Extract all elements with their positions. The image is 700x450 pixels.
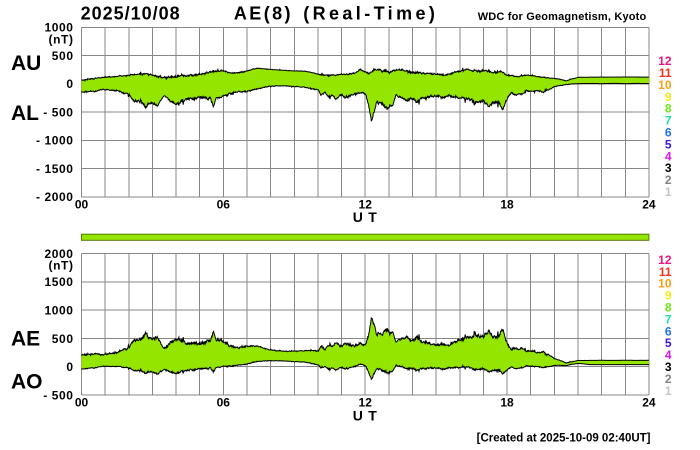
svg-text:(nT): (nT) (49, 259, 74, 273)
svg-text:3: 3 (665, 161, 672, 175)
svg-text:1: 1 (665, 185, 672, 199)
svg-text:AO: AO (11, 371, 43, 394)
svg-text:7: 7 (665, 312, 672, 326)
svg-text:AU: AU (11, 52, 41, 75)
svg-text:AE: AE (11, 327, 40, 350)
svg-text:11: 11 (659, 265, 672, 279)
svg-text:8: 8 (665, 301, 672, 315)
svg-text:00: 00 (75, 395, 89, 409)
svg-text:1000: 1000 (44, 304, 73, 318)
svg-text:(nT): (nT) (49, 32, 74, 46)
svg-text:2000: 2000 (44, 247, 73, 261)
svg-text:11: 11 (659, 66, 672, 80)
svg-text:AL: AL (11, 102, 39, 125)
svg-text:(Real-Time): (Real-Time) (303, 3, 438, 23)
svg-text:- 1500: - 1500 (36, 162, 74, 176)
svg-text:06: 06 (217, 395, 231, 409)
svg-text:10: 10 (658, 78, 672, 92)
svg-text:06: 06 (217, 197, 231, 211)
svg-text:6: 6 (665, 126, 672, 140)
svg-text:6: 6 (665, 324, 672, 338)
svg-text:2: 2 (665, 173, 672, 187)
svg-text:- 2000: - 2000 (36, 190, 74, 204)
svg-text:- 500: - 500 (43, 388, 73, 402)
svg-text:AE(8): AE(8) (234, 3, 293, 23)
svg-text:1000: 1000 (44, 21, 73, 35)
svg-text:12: 12 (359, 197, 373, 211)
svg-text:9: 9 (665, 289, 672, 303)
svg-text:9: 9 (665, 90, 672, 104)
svg-text:U T: U T (353, 408, 378, 424)
svg-text:12: 12 (359, 395, 373, 409)
svg-text:12: 12 (658, 54, 672, 68)
svg-text:0: 0 (66, 77, 73, 91)
svg-text:4: 4 (665, 348, 672, 362)
svg-text:7: 7 (665, 114, 672, 128)
svg-text:4: 4 (665, 149, 672, 163)
svg-text:500: 500 (52, 332, 74, 346)
svg-text:- 1000: - 1000 (36, 134, 74, 148)
svg-text:5: 5 (665, 336, 672, 350)
svg-text:8: 8 (665, 102, 672, 116)
svg-text:- 500: - 500 (43, 105, 73, 119)
svg-text:1: 1 (665, 384, 672, 398)
svg-text:WDC for Geomagnetism, Kyoto: WDC for Geomagnetism, Kyoto (478, 11, 647, 23)
svg-text:1500: 1500 (44, 275, 73, 289)
svg-text:3: 3 (665, 360, 672, 374)
svg-text:[Created at 2025-10-09 02:40UT: [Created at 2025-10-09 02:40UT] (477, 432, 651, 444)
svg-text:2: 2 (665, 372, 672, 386)
svg-text:00: 00 (75, 197, 89, 211)
svg-text:18: 18 (500, 197, 514, 211)
svg-text:5: 5 (665, 137, 672, 151)
svg-text:500: 500 (52, 49, 74, 63)
svg-text:24: 24 (642, 395, 656, 409)
svg-text:12: 12 (658, 253, 672, 267)
svg-text:2025/10/08: 2025/10/08 (81, 3, 181, 23)
svg-text:18: 18 (500, 395, 514, 409)
svg-text:10: 10 (658, 277, 672, 291)
svg-text:U T: U T (353, 209, 378, 225)
svg-text:24: 24 (642, 197, 656, 211)
svg-text:0: 0 (66, 360, 73, 374)
